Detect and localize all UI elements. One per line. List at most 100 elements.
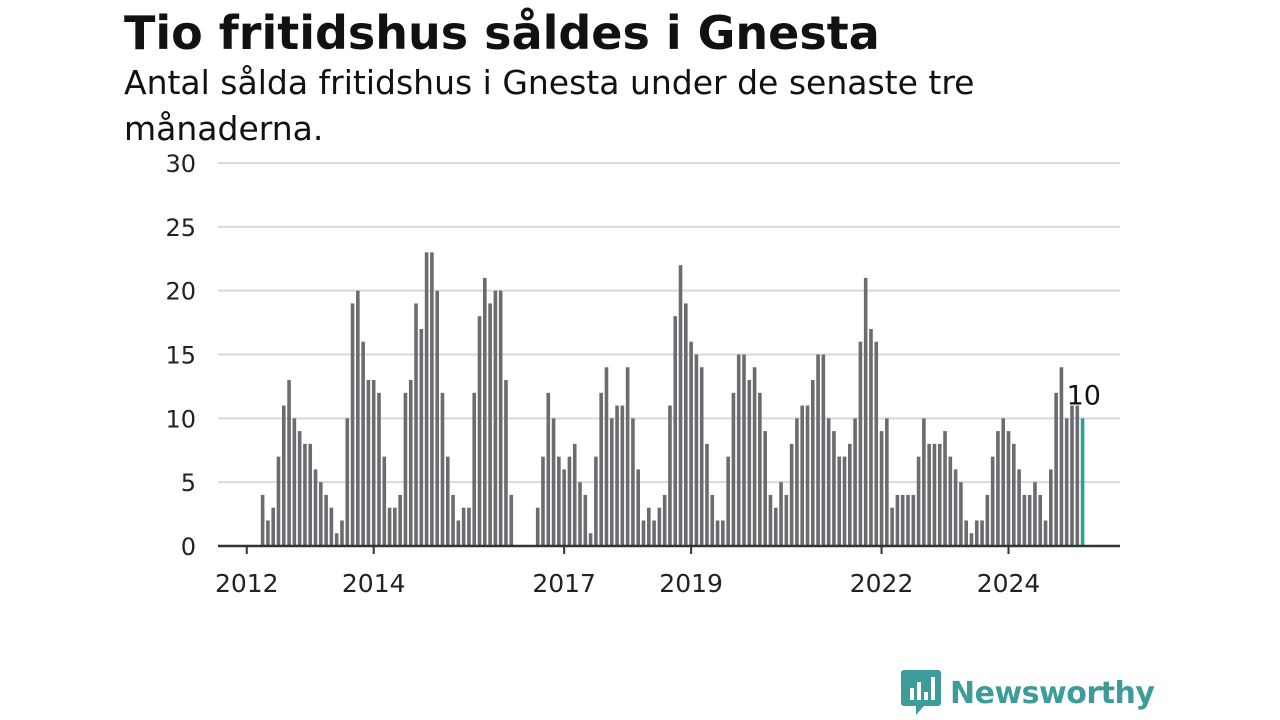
bar [763,431,767,546]
bar [414,303,418,546]
bar [932,443,937,546]
bar [964,520,968,546]
bar [1001,418,1006,546]
bar [1006,431,1011,546]
x-tick-label: 2012 [215,569,279,598]
chart-subtitle: Antal sålda fritidshus i Gnesta under de… [124,63,975,148]
bar [1027,494,1032,546]
bar [863,277,868,546]
bar [408,380,413,546]
bar [890,507,894,546]
bar [292,418,297,546]
y-axis-ticks: 0 5 10 15 20 25 30 [165,150,196,561]
bar [837,456,842,546]
bar [678,265,683,546]
bar [848,443,852,546]
bar [509,494,514,546]
y-tick-label: 10 [165,405,196,433]
bar [1075,405,1080,546]
bar [879,431,884,546]
bars [260,252,1085,546]
bar [313,469,318,546]
bar [340,520,344,546]
bar [477,316,482,546]
bar [646,507,651,546]
bar [350,303,355,546]
bar [927,443,931,546]
bar [260,494,265,546]
bar [266,520,270,546]
bar [319,482,323,546]
bar [684,303,688,546]
bar [461,507,466,546]
bar [1043,520,1048,546]
bar [488,303,492,546]
bar [842,456,847,546]
bar [504,380,508,546]
bar [699,367,704,546]
bar [969,533,974,546]
bar [287,380,291,546]
bar [710,494,715,546]
y-tick-label: 20 [165,278,196,306]
bar [615,405,619,546]
bar [816,354,820,546]
bar [694,354,699,546]
bar [403,392,408,546]
bar [588,533,593,546]
bar [599,392,603,546]
bar [900,494,905,546]
bar [578,482,582,546]
bar [609,418,614,546]
bar [885,418,889,546]
bar [779,482,783,546]
bar [398,494,402,546]
bar [557,456,561,546]
y-tick-label: 30 [165,150,196,178]
bar [980,520,984,546]
annotations: 10 [1067,380,1101,411]
y-tick-label: 0 [181,533,196,561]
bar [742,354,746,546]
bar [440,392,445,546]
bar [483,277,487,546]
bar [334,533,339,546]
bar [356,290,360,546]
brand-name: Newsworthy [950,675,1155,711]
bar [361,341,365,546]
bar [795,418,799,546]
bar [535,507,540,546]
bar [345,418,350,546]
bar [974,520,979,546]
x-tick-label: 2022 [850,569,914,598]
bar [382,456,387,546]
bar [419,328,424,546]
x-tick-label: 2024 [977,569,1041,598]
bar [858,341,863,546]
bar [668,405,672,546]
bar [625,367,630,546]
y-tick-label: 25 [165,214,196,242]
bar [467,507,471,546]
bar [435,290,439,546]
bar [572,443,577,546]
bar [916,456,921,546]
x-tick-label: 2017 [532,569,596,598]
bar [377,392,381,546]
bar [752,367,757,546]
bar [271,507,275,546]
bar [948,456,953,546]
bar [832,431,836,546]
bar [636,469,641,546]
bar [1049,469,1053,546]
bar [324,494,328,546]
bar [567,456,572,546]
chart-title: Tio fritidshus såldes i Gnesta [124,6,880,60]
bar [652,520,656,546]
bar [541,456,545,546]
bar [800,405,804,546]
bar [366,380,371,546]
bar [631,418,635,546]
bar [911,494,916,546]
